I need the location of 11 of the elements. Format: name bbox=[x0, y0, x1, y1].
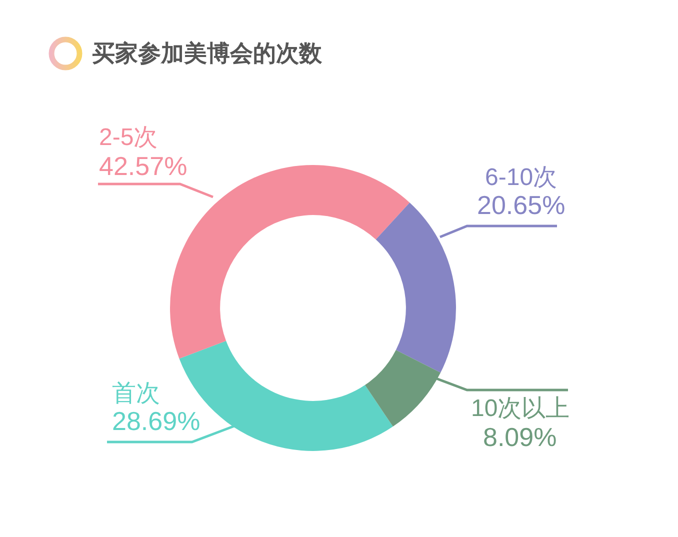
data-label: 28.69% bbox=[112, 406, 200, 436]
data-label: 8.09% bbox=[483, 422, 557, 452]
chart-title: 买家参加美博会的次数 bbox=[92, 40, 323, 66]
slice-label: 2-5次 bbox=[99, 124, 158, 151]
donut-slice bbox=[364, 350, 441, 427]
data-label: 20.65% bbox=[477, 190, 566, 220]
slice-label: 10次以上 bbox=[471, 395, 570, 422]
data-label: 42.57% bbox=[99, 151, 188, 181]
slice-label: 首次 bbox=[112, 380, 160, 407]
slice-label: 6-10次 bbox=[485, 164, 558, 191]
donut-slice bbox=[376, 202, 456, 373]
